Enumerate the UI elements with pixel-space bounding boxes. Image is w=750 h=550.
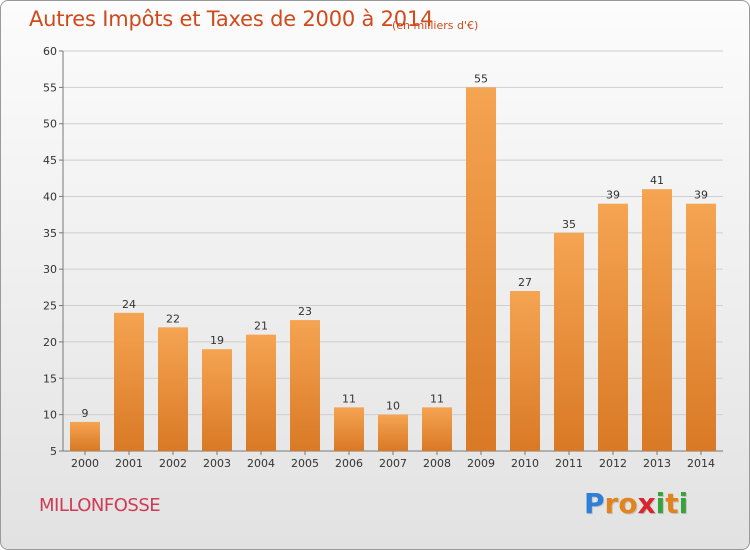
y-tick-label: 60 xyxy=(43,45,57,58)
bar-2009[interactable] xyxy=(466,87,496,451)
bar-2002[interactable] xyxy=(158,327,188,451)
value-label-2011: 35 xyxy=(562,218,576,231)
value-label-2012: 39 xyxy=(606,189,620,202)
x-tick-label-2008: 2008 xyxy=(423,457,451,470)
logo-letter: P xyxy=(584,487,605,520)
bar-2014[interactable] xyxy=(686,203,716,451)
x-tick-label-2005: 2005 xyxy=(291,457,319,470)
y-tick-label: 55 xyxy=(43,81,57,94)
value-label-2014: 39 xyxy=(694,189,708,202)
value-label-2006: 11 xyxy=(342,392,356,405)
logo-letter: r xyxy=(604,487,619,520)
x-tick-label-2009: 2009 xyxy=(467,457,495,470)
value-label-2010: 27 xyxy=(518,276,532,289)
bar-2011[interactable] xyxy=(554,232,584,451)
logo-letter: i xyxy=(655,487,666,520)
bar-2006[interactable] xyxy=(334,407,364,451)
y-tick-label: 5 xyxy=(50,445,57,458)
x-tick-label-2007: 2007 xyxy=(379,457,407,470)
y-tick-label: 15 xyxy=(43,372,57,385)
bar-2007[interactable] xyxy=(378,414,408,451)
bar-2005[interactable] xyxy=(290,320,320,451)
y-tick-label: 35 xyxy=(43,227,57,240)
x-tick-label-2002: 2002 xyxy=(159,457,187,470)
logo-letter: t xyxy=(665,487,679,520)
y-tick-label: 10 xyxy=(43,409,57,422)
y-tick-label: 20 xyxy=(43,336,57,349)
x-tick-label-2000: 2000 xyxy=(71,457,99,470)
value-label-2001: 24 xyxy=(122,298,136,311)
bar-2010[interactable] xyxy=(510,291,540,451)
x-tick-label-2006: 2006 xyxy=(335,457,363,470)
bar-2013[interactable] xyxy=(642,189,672,451)
y-tick-label: 40 xyxy=(43,190,57,203)
logo-letter: o xyxy=(618,487,638,520)
bar-2000[interactable] xyxy=(70,421,100,451)
bar-2003[interactable] xyxy=(202,349,232,451)
value-label-2002: 22 xyxy=(166,312,180,325)
y-tick-label: 50 xyxy=(43,118,57,131)
proxiti-logo[interactable]: Proxiti xyxy=(584,487,688,520)
location-name: MILLONFOSSE xyxy=(39,495,161,516)
y-tick-label: 25 xyxy=(43,300,57,313)
x-tick-label-2004: 2004 xyxy=(247,457,275,470)
logo-letter: i xyxy=(678,487,689,520)
x-tick-label-2010: 2010 xyxy=(511,457,539,470)
y-tick-label: 30 xyxy=(43,263,57,276)
value-label-2013: 41 xyxy=(650,174,664,187)
bar-2008[interactable] xyxy=(422,407,452,451)
x-tick-label-2001: 2001 xyxy=(115,457,143,470)
bar-2004[interactable] xyxy=(246,334,276,451)
chart-subtitle: (en milliers d'€) xyxy=(392,19,479,32)
logo-letter: x xyxy=(637,487,656,520)
x-tick-label-2014: 2014 xyxy=(687,457,715,470)
x-tick-label-2013: 2013 xyxy=(643,457,671,470)
value-label-2003: 19 xyxy=(210,334,224,347)
value-label-2005: 23 xyxy=(298,305,312,318)
value-label-2009: 55 xyxy=(474,72,488,85)
x-tick-label-2003: 2003 xyxy=(203,457,231,470)
chart-title: Autres Impôts et Taxes de 2000 à 2014 xyxy=(29,7,434,31)
value-label-2007: 10 xyxy=(386,400,400,413)
value-label-2000: 9 xyxy=(82,407,89,420)
y-tick-label: 45 xyxy=(43,154,57,167)
x-tick-label-2012: 2012 xyxy=(599,457,627,470)
value-label-2004: 21 xyxy=(254,320,268,333)
bar-2012[interactable] xyxy=(598,203,628,451)
value-label-2008: 11 xyxy=(430,392,444,405)
x-tick-label-2011: 2011 xyxy=(555,457,583,470)
bar-2001[interactable] xyxy=(114,312,144,451)
